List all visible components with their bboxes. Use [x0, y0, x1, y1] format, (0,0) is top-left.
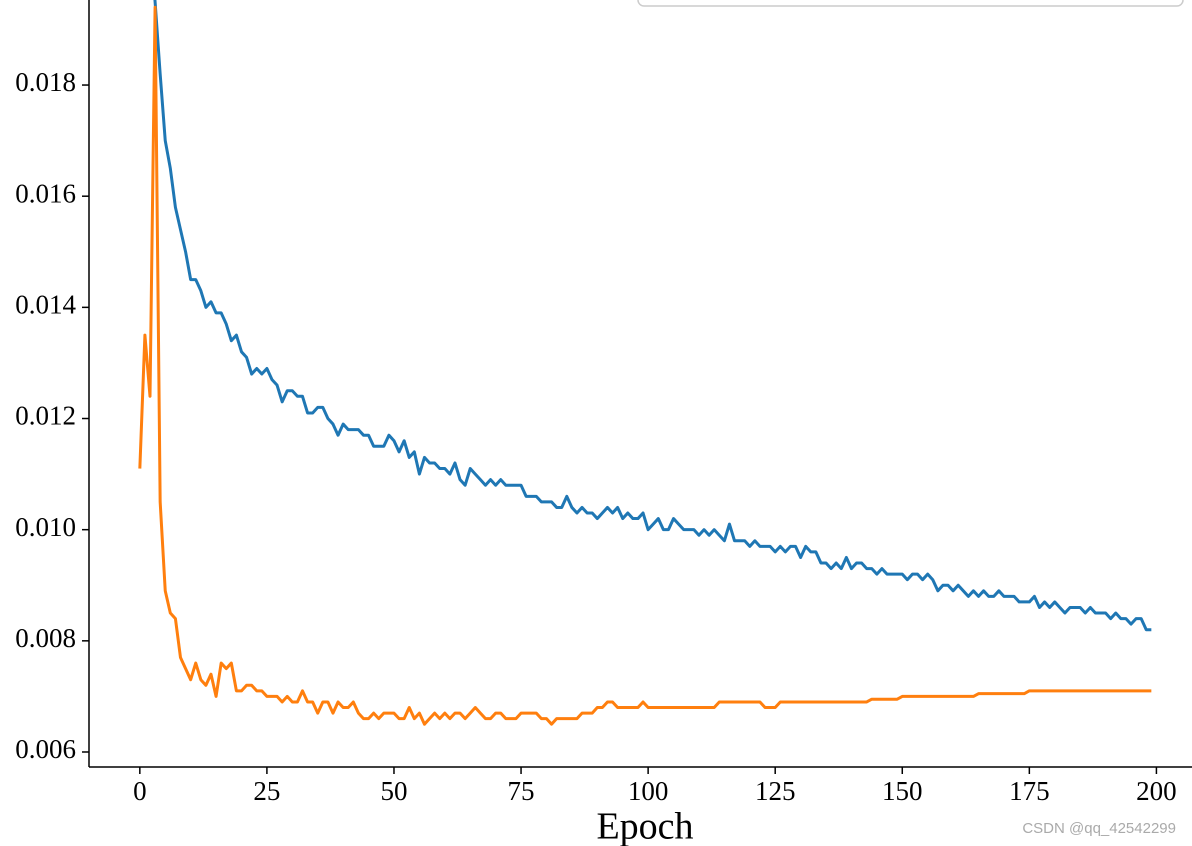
y-tick-label: 0.012: [15, 401, 76, 431]
line-series: [138, 5, 1152, 726]
x-tick-label: 50: [380, 776, 407, 806]
x-tick-label: 175: [1009, 776, 1050, 806]
x-tick-label: 150: [882, 776, 923, 806]
y-tick-label: 0.018: [15, 67, 76, 97]
y-tick-label: 0.010: [15, 512, 76, 542]
y-tick-label: 0.008: [15, 623, 76, 653]
plot-area: [138, 0, 1152, 726]
y-tick-label: 0.006: [15, 734, 76, 764]
legend-box: [637, 0, 1184, 7]
x-tick-label: 25: [253, 776, 280, 806]
y-tick-label: 0.016: [15, 178, 76, 208]
x-tick-label: 75: [508, 776, 535, 806]
watermark: CSDN @qq_42542299: [1022, 820, 1176, 837]
y-tick-label: 0.014: [15, 290, 76, 320]
x-tick-label: 0: [133, 776, 147, 806]
x-tick-label: 125: [755, 776, 796, 806]
x-tick-label: 200: [1136, 776, 1177, 806]
line-series: [153, 0, 1152, 632]
x-tick-label: 100: [628, 776, 669, 806]
x-axis-label: Epoch: [596, 806, 693, 846]
